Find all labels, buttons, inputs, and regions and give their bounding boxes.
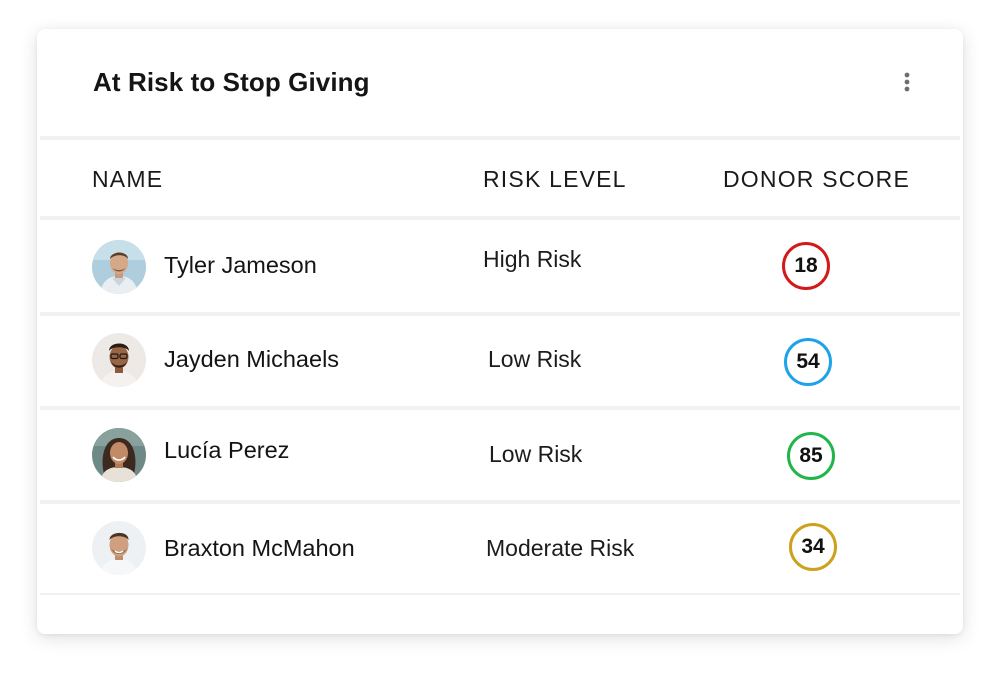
card-header: At Risk to Stop Giving [37, 29, 963, 137]
person-name: Braxton McMahon [164, 535, 355, 561]
avatar [92, 428, 146, 482]
row-divider [40, 593, 960, 595]
card-title: At Risk to Stop Giving [93, 67, 370, 97]
avatar-tyler [92, 240, 146, 294]
person-name: Jayden Michaels [164, 346, 340, 372]
row-divider [40, 406, 960, 410]
avatar [92, 333, 146, 387]
risk-level: Moderate Risk [486, 535, 635, 561]
avatar-lucia [92, 428, 146, 482]
table-row[interactable]: Braxton McMahon Moderate Risk 34 [40, 504, 960, 596]
at-risk-card: At Risk to Stop Giving NAME RISK LEVEL D… [37, 29, 963, 634]
header-divider [40, 136, 960, 140]
row-divider [40, 500, 960, 504]
risk-level: High Risk [483, 246, 582, 272]
column-header-risk-level: RISK LEVEL [483, 166, 627, 192]
donor-score-badge: 18 [782, 242, 830, 290]
donor-score-badge: 34 [789, 523, 837, 571]
more-vertical-icon [904, 72, 910, 92]
avatar-braxton [92, 521, 146, 575]
avatar-jayden [92, 333, 146, 387]
column-header-name: NAME [92, 166, 164, 192]
risk-level: Low Risk [488, 346, 582, 372]
more-options-button[interactable] [895, 67, 919, 99]
table-row[interactable]: Tyler Jameson High Risk 18 [40, 220, 960, 312]
donor-score-badge: 85 [787, 432, 835, 480]
person-name: Tyler Jameson [164, 252, 317, 278]
table-row[interactable]: Jayden Michaels Low Risk 54 [40, 316, 960, 408]
avatar [92, 521, 146, 575]
person-name: Lucía Perez [164, 437, 290, 463]
risk-level: Low Risk [489, 441, 583, 467]
row-divider [40, 312, 960, 316]
avatar [92, 240, 146, 294]
donor-score-badge: 54 [784, 338, 832, 386]
column-header-donor-score: DONOR SCORE [723, 166, 910, 192]
table-row[interactable]: Lucía Perez Low Risk 85 [40, 410, 960, 502]
table-header-divider [40, 216, 960, 220]
